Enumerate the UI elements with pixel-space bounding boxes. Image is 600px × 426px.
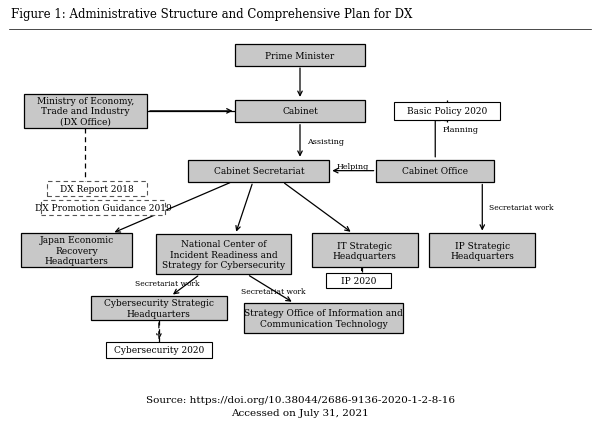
Text: Planning: Planning	[442, 126, 478, 133]
FancyBboxPatch shape	[188, 160, 329, 182]
FancyBboxPatch shape	[312, 234, 418, 268]
Text: Prime Minister: Prime Minister	[265, 52, 335, 60]
Text: DX Report 2018: DX Report 2018	[60, 184, 134, 194]
Text: Secretariat work: Secretariat work	[136, 280, 200, 288]
FancyBboxPatch shape	[156, 235, 291, 275]
FancyBboxPatch shape	[23, 95, 147, 129]
Text: Secretariat work: Secretariat work	[490, 204, 554, 212]
FancyBboxPatch shape	[326, 273, 391, 288]
Text: DX Promotion Guidance 2019: DX Promotion Guidance 2019	[35, 203, 172, 212]
Text: Cybersecurity 2020: Cybersecurity 2020	[114, 345, 204, 355]
FancyBboxPatch shape	[235, 45, 365, 67]
Text: Strategy Office of Information and
Communication Technology: Strategy Office of Information and Commu…	[244, 309, 403, 328]
FancyBboxPatch shape	[47, 181, 147, 197]
FancyBboxPatch shape	[376, 160, 494, 182]
FancyBboxPatch shape	[41, 200, 165, 216]
Text: Helping: Helping	[337, 162, 369, 170]
Text: Source: https://doi.org/10.38044/2686-9136-2020-1-2-8-16: Source: https://doi.org/10.38044/2686-91…	[146, 395, 455, 404]
Text: Figure 1: Administrative Structure and Comprehensive Plan for DX: Figure 1: Administrative Structure and C…	[11, 8, 412, 21]
FancyBboxPatch shape	[21, 234, 133, 268]
Text: Ministry of Economy,
Trade and Industry
(DX Office): Ministry of Economy, Trade and Industry …	[37, 97, 134, 127]
Text: Accessed on July 31, 2021: Accessed on July 31, 2021	[231, 409, 369, 417]
Text: Cybersecurity Strategic
Headquarters: Cybersecurity Strategic Headquarters	[104, 299, 214, 318]
Text: Cabinet: Cabinet	[282, 107, 318, 116]
Text: IT Strategic
Headquarters: IT Strategic Headquarters	[333, 241, 397, 260]
Text: IP 2020: IP 2020	[341, 276, 376, 285]
FancyBboxPatch shape	[106, 343, 212, 358]
Text: Cabinet Office: Cabinet Office	[402, 167, 468, 176]
FancyBboxPatch shape	[430, 234, 535, 268]
FancyBboxPatch shape	[91, 296, 227, 320]
Text: Cabinet Secretariat: Cabinet Secretariat	[214, 167, 304, 176]
Text: IP Strategic
Headquarters: IP Strategic Headquarters	[451, 241, 514, 260]
FancyBboxPatch shape	[244, 303, 403, 333]
FancyBboxPatch shape	[394, 103, 500, 121]
Text: Assisting: Assisting	[307, 138, 344, 145]
Text: Secretariat work: Secretariat work	[241, 288, 306, 296]
Text: Basic Policy 2020: Basic Policy 2020	[407, 107, 487, 116]
FancyBboxPatch shape	[235, 101, 365, 123]
Text: Japan Economic
Recovery
Headquarters: Japan Economic Recovery Headquarters	[40, 236, 113, 266]
Text: National Center of
Incident Readiness and
Strategy for Cybersecurity: National Center of Incident Readiness an…	[162, 240, 285, 270]
